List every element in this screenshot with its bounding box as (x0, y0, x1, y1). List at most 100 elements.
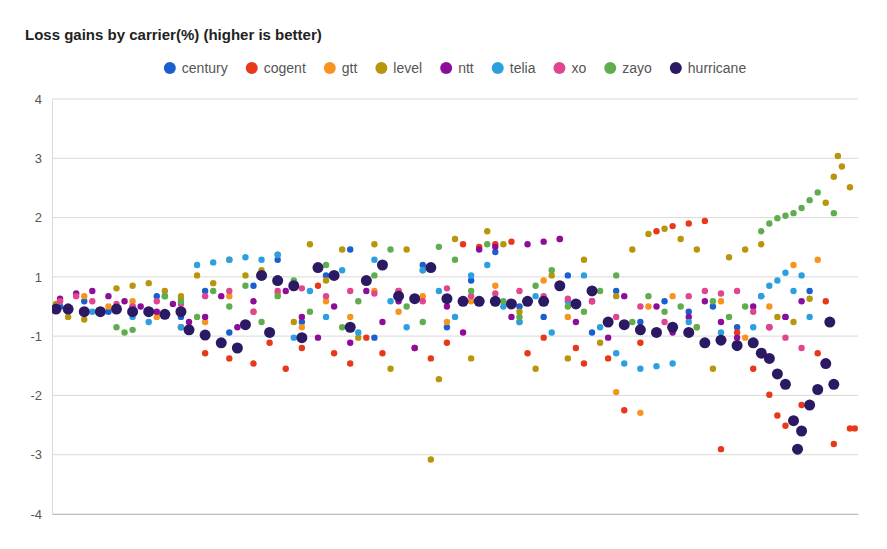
point (532, 293, 538, 299)
point (274, 293, 280, 299)
point (790, 319, 796, 325)
point (210, 288, 216, 294)
point (603, 317, 614, 328)
point (812, 384, 823, 395)
point (468, 288, 474, 294)
point (629, 246, 635, 252)
point (52, 304, 62, 315)
point (565, 314, 571, 320)
point (597, 324, 603, 330)
point (484, 262, 490, 268)
point (694, 246, 700, 252)
point (613, 272, 619, 278)
point (742, 246, 748, 252)
point (89, 308, 95, 314)
point (669, 360, 675, 366)
point (613, 293, 619, 299)
point (702, 218, 708, 224)
point (597, 340, 603, 346)
point (815, 189, 821, 195)
point (345, 322, 356, 333)
point (323, 293, 329, 299)
legend-item: cogent (246, 60, 306, 76)
point (331, 303, 337, 309)
y-tick-label: 2 (35, 210, 42, 225)
legend-marker (375, 62, 387, 74)
y-tick-label: 3 (35, 151, 42, 166)
point (718, 319, 724, 325)
point (565, 303, 571, 309)
y-axis: 4321-1-2-3-4 (30, 92, 52, 522)
point (790, 262, 796, 268)
point (587, 285, 598, 296)
point (637, 303, 643, 309)
point (686, 319, 692, 325)
point (540, 334, 546, 340)
point (299, 345, 305, 351)
point (274, 251, 280, 257)
point (371, 272, 377, 278)
point (240, 319, 251, 330)
point (89, 298, 95, 304)
point (379, 319, 385, 325)
point (170, 301, 176, 307)
point (436, 288, 442, 294)
point (605, 355, 611, 361)
point (490, 296, 501, 307)
series (53, 236, 805, 351)
point (347, 246, 353, 252)
point (57, 298, 63, 304)
point (823, 298, 829, 304)
point (307, 288, 313, 294)
point (474, 296, 485, 307)
point (613, 350, 619, 356)
point (774, 412, 780, 418)
point (63, 304, 74, 315)
point (522, 296, 533, 307)
x-axis (53, 514, 859, 515)
point (597, 288, 603, 294)
point (500, 241, 506, 247)
point (605, 334, 611, 340)
y-tick-label: 4 (35, 92, 42, 107)
point (452, 236, 458, 242)
point (820, 358, 831, 369)
grid-line (52, 217, 858, 218)
point (637, 366, 643, 372)
point (339, 324, 345, 330)
point (425, 262, 436, 273)
point (565, 272, 571, 278)
point (766, 324, 772, 330)
point (645, 293, 651, 299)
point (718, 446, 724, 452)
point (645, 303, 651, 309)
point (758, 293, 764, 299)
point (780, 379, 791, 390)
point (256, 270, 267, 281)
point (283, 288, 289, 294)
point (710, 366, 716, 372)
point (581, 308, 587, 314)
point (216, 337, 227, 348)
point (645, 231, 651, 237)
point (629, 319, 635, 325)
point (210, 280, 216, 286)
chart: Loss gains by carrier(%) (higher is bett… (0, 0, 887, 549)
point (468, 272, 474, 278)
point (798, 205, 804, 211)
point (750, 308, 756, 314)
point (581, 272, 587, 278)
point (127, 306, 138, 317)
point (186, 319, 192, 325)
point (619, 319, 630, 330)
y-tick: -1 (30, 329, 52, 344)
point (65, 314, 71, 320)
point (508, 238, 514, 244)
point (412, 345, 418, 351)
legend-item: xo (553, 60, 586, 76)
y-tick: 2 (35, 210, 52, 225)
point (831, 210, 837, 216)
point (726, 314, 732, 320)
point (581, 360, 587, 366)
point (839, 163, 845, 169)
